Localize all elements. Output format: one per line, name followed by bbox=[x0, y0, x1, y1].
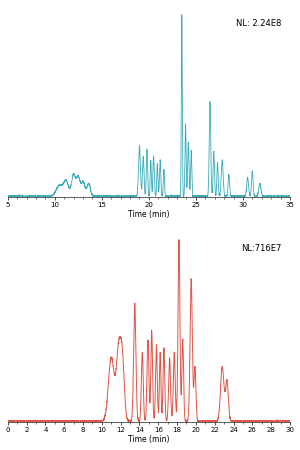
X-axis label: Time (min): Time (min) bbox=[128, 211, 169, 220]
Text: NL:716E7: NL:716E7 bbox=[241, 244, 281, 253]
X-axis label: Time (min): Time (min) bbox=[128, 436, 169, 445]
Text: NL: 2.24E8: NL: 2.24E8 bbox=[236, 19, 281, 28]
